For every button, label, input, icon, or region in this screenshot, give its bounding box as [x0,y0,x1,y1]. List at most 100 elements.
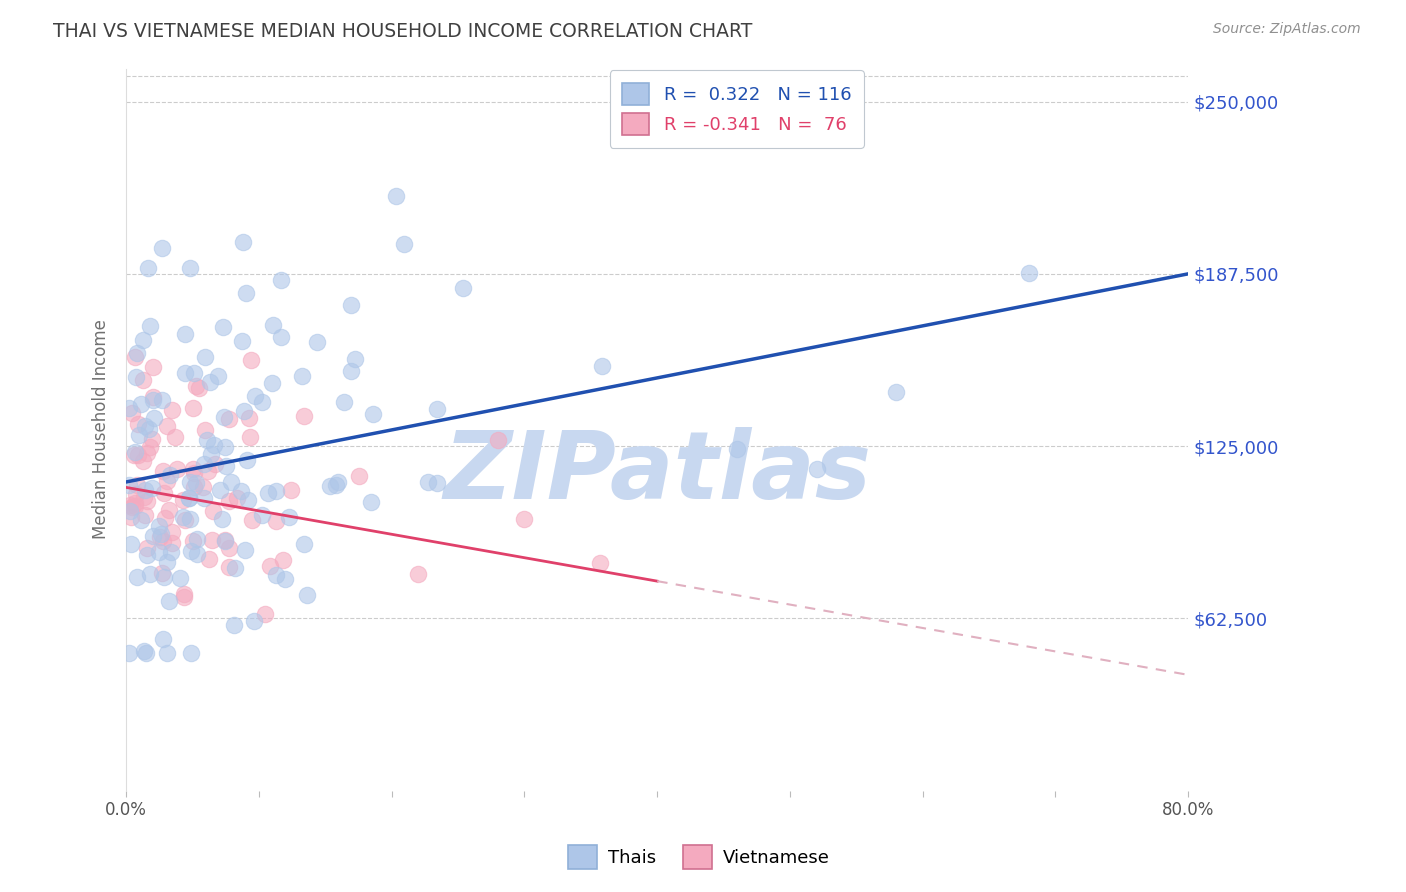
Point [131,513,153,527]
Point [173,513,195,527]
Point [725,442,748,456]
Point [211,511,233,525]
Point [239,352,262,367]
Point [163,430,186,444]
Point [135,646,157,660]
Point [225,491,247,506]
Point [118,478,141,492]
Point [236,453,259,467]
Point [124,499,146,513]
Point [157,593,180,607]
Point [349,469,371,483]
Point [172,493,194,508]
Point [179,491,201,506]
Point [179,475,201,489]
Point [243,388,266,402]
Point [385,189,408,203]
Point [121,405,143,419]
Point [166,461,188,475]
Point [143,411,166,425]
Point [136,494,159,508]
Point [125,478,148,492]
Point [238,410,260,425]
Point [591,359,613,373]
Point [141,482,163,496]
Point [148,519,170,533]
Point [180,646,202,660]
Point [150,392,173,407]
Point [243,614,266,628]
Point [1018,266,1040,280]
Point [340,364,363,378]
Point [181,462,204,476]
Point [152,533,174,548]
Point [307,334,329,349]
Point [174,326,197,341]
Point [132,454,155,468]
Point [173,590,195,604]
Legend: R =  0.322   N = 116, R = -0.341   N =  76: R = 0.322 N = 116, R = -0.341 N = 76 [610,70,865,148]
Point [134,490,156,504]
Y-axis label: Median Household Income: Median Household Income [93,319,110,540]
Point [124,369,146,384]
Point [121,500,143,515]
Point [162,525,184,540]
Point [149,530,172,544]
Point [118,498,141,512]
Point [240,513,263,527]
Point [219,475,242,489]
Point [218,541,240,555]
Point [214,534,236,549]
Point [224,617,246,632]
Point [156,555,179,569]
Point [142,529,165,543]
Point [132,333,155,347]
Point [134,419,156,434]
Point [271,553,294,567]
Point [120,510,142,524]
Point [193,491,215,506]
Point [153,511,176,525]
Point [129,396,152,410]
Point [120,504,142,518]
Point [150,566,173,581]
Point [194,350,217,364]
Point [200,447,222,461]
Point [172,509,194,524]
Point [142,393,165,408]
Point [253,607,276,621]
Point [134,483,156,498]
Point [212,410,235,425]
Point [214,440,236,454]
Point [295,588,318,602]
Point [191,480,214,494]
Text: THAI VS VIETNAMESE MEDIAN HOUSEHOLD INCOME CORRELATION CHART: THAI VS VIETNAMESE MEDIAN HOUSEHOLD INCO… [53,22,752,41]
Point [173,587,195,601]
Point [150,241,173,255]
Point [181,401,204,415]
Point [183,466,205,480]
Point [218,493,240,508]
Point [360,495,382,509]
Point [139,566,162,581]
Legend: Thais, Vietnamese: Thais, Vietnamese [561,838,837,876]
Point [513,512,536,526]
Point [235,285,257,300]
Point [589,556,612,570]
Point [135,541,157,555]
Point [180,543,202,558]
Point [118,401,141,415]
Point [160,402,183,417]
Point [408,566,430,581]
Point [155,646,177,660]
Point [179,261,201,276]
Point [183,367,205,381]
Point [194,423,217,437]
Point [125,346,148,360]
Point [127,448,149,462]
Point [344,351,367,366]
Point [135,548,157,562]
Point [274,572,297,586]
Point [160,536,183,550]
Point [451,281,474,295]
